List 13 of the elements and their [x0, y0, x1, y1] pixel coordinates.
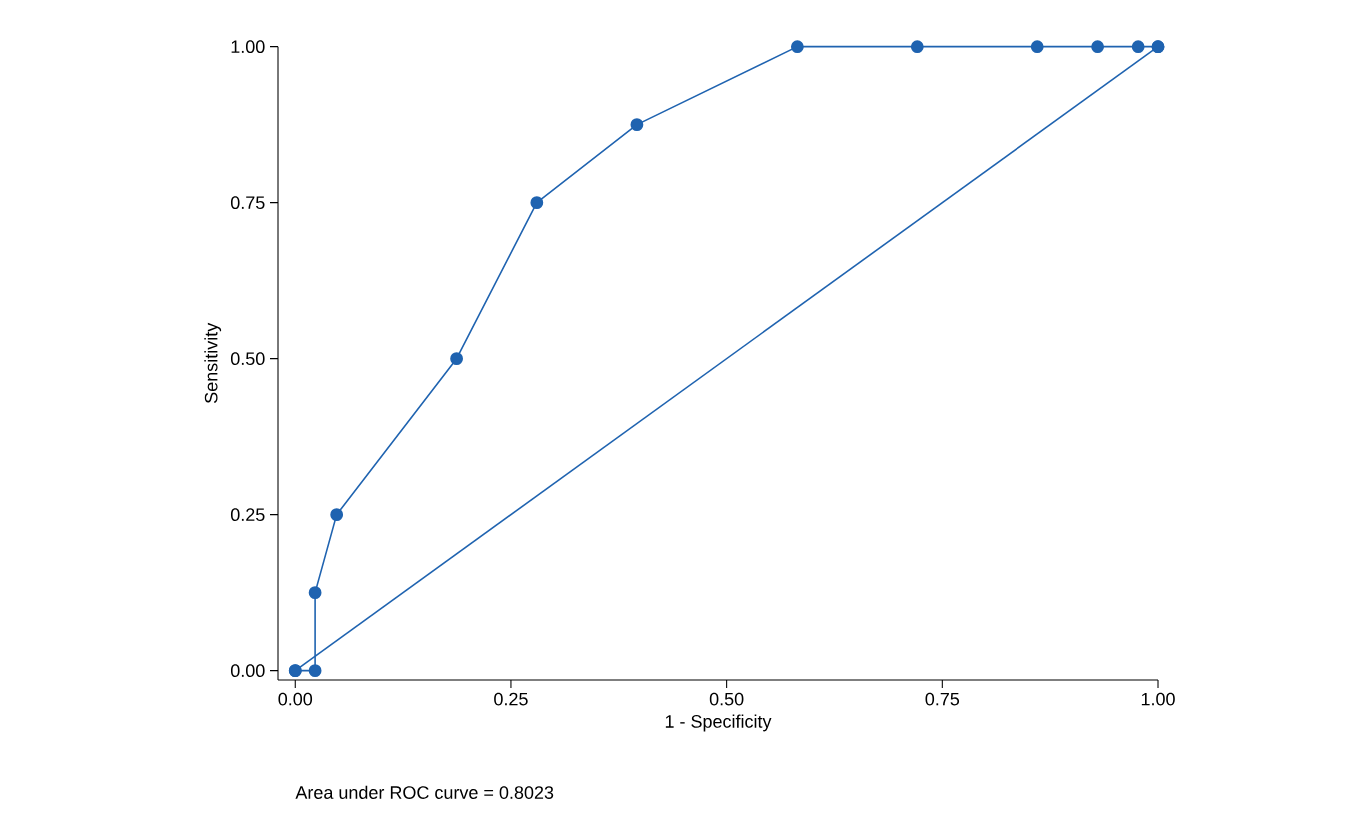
x-tick-label: 0.75: [925, 692, 960, 706]
y-tick-label: 1.00: [231, 40, 265, 54]
x-tick-label: 0.00: [278, 692, 313, 706]
y-tick-label: 0.25: [230, 508, 265, 521]
x-tick-label: 0.50: [709, 692, 744, 706]
y-tick-label: 0.75: [230, 196, 265, 210]
y-tick-label: 0.50: [230, 352, 265, 365]
y-tick-label: 0.00: [230, 664, 265, 677]
x-axis-title: 1 - Specificity: [665, 714, 772, 732]
text: Area under ROC curve = 0.8023: [295, 785, 554, 799]
y-axis-title: Sensitivity: [204, 322, 222, 404]
x-tick-label: 1.00: [1141, 692, 1175, 706]
x-tick-label: 0.25: [494, 692, 528, 706]
